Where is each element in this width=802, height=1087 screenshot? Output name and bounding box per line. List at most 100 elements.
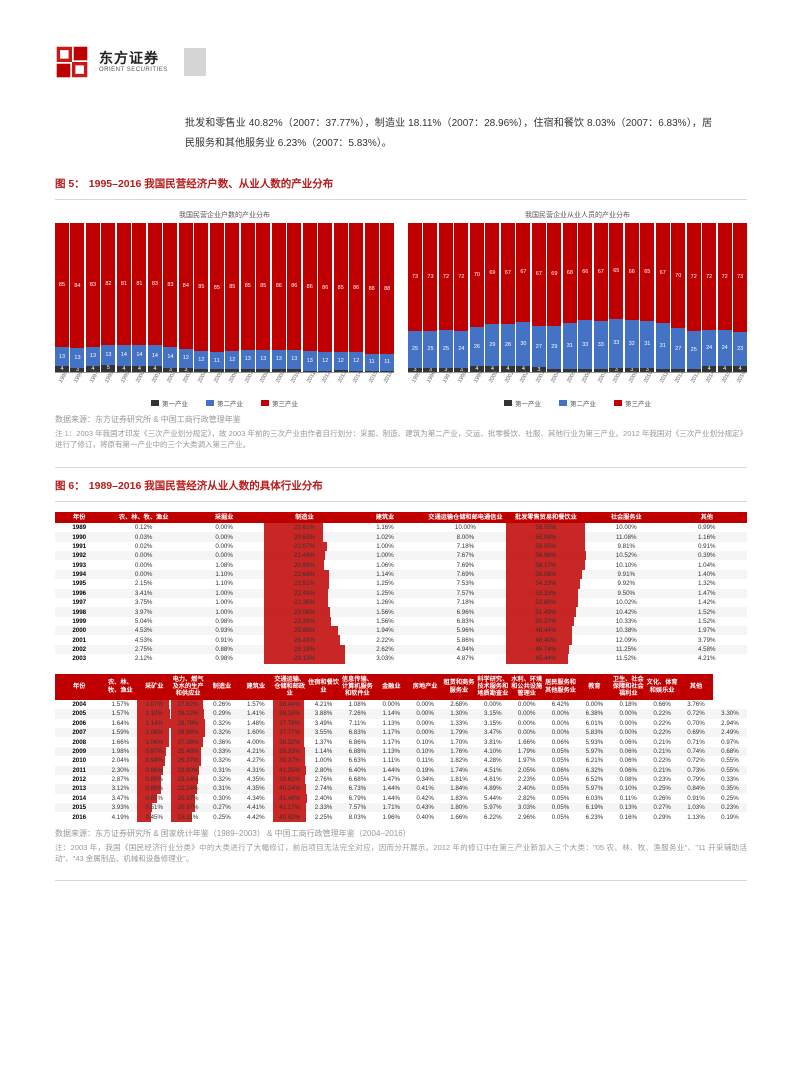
year-cell: 1992 bbox=[55, 551, 103, 560]
table-row: 19910.02%0.00%22.07%1.00%7.18%58.05%9.81… bbox=[55, 542, 747, 551]
value-cell: 1.33% bbox=[442, 719, 476, 728]
value-cell: 2.04% bbox=[103, 756, 137, 765]
value-cell: 0.23% bbox=[645, 775, 679, 784]
value-cell: 1.98% bbox=[103, 747, 137, 756]
value-cell: 0.84% bbox=[679, 784, 713, 793]
bar-column: 66323 bbox=[625, 223, 639, 372]
value-cell: 28.19% bbox=[264, 645, 344, 654]
value-cell: 1.00% bbox=[184, 598, 264, 607]
bar-column: 81144 bbox=[117, 223, 131, 372]
value-cell: 22.51% bbox=[264, 579, 344, 588]
value-cell: 5.97% bbox=[577, 784, 611, 793]
bar-column: 8512 bbox=[225, 223, 239, 372]
bar-column: 6633 bbox=[578, 223, 592, 372]
table-row: 20133.12%0.80%22.14%0.31%4.35%40.24%2.74… bbox=[55, 784, 747, 793]
value-cell: 0.51% bbox=[137, 803, 171, 812]
value-cell: 51.49% bbox=[506, 607, 586, 616]
col-header: 金融业 bbox=[374, 674, 408, 700]
value-cell: 6.32% bbox=[577, 766, 611, 775]
year-cell: 1989 bbox=[55, 523, 103, 532]
value-cell: 0.32% bbox=[205, 728, 239, 737]
legend-item: 第三产业 bbox=[261, 398, 298, 408]
year-cell: 1994 bbox=[55, 570, 103, 579]
value-cell: 0.22% bbox=[645, 756, 679, 765]
value-cell: 2.74% bbox=[307, 784, 341, 793]
value-cell: 0.06% bbox=[611, 737, 645, 746]
value-cell: 0.98% bbox=[184, 617, 264, 626]
value-cell: 2.82% bbox=[510, 794, 544, 803]
value-cell: 0.11% bbox=[408, 756, 442, 765]
value-cell: 0.27% bbox=[645, 803, 679, 812]
value-cell: 1.16% bbox=[667, 532, 748, 541]
value-cell: 8.03% bbox=[340, 812, 374, 821]
value-cell: 48.44% bbox=[506, 626, 586, 635]
value-cell: 10.00% bbox=[586, 523, 666, 532]
value-cell: 0.00% bbox=[103, 551, 183, 560]
bar-column: 83143 bbox=[163, 223, 177, 372]
value-cell: 2.25% bbox=[307, 812, 341, 821]
year-cell: 2016 bbox=[55, 812, 103, 821]
value-cell: 0.05% bbox=[544, 784, 578, 793]
value-cell: 0.00% bbox=[611, 719, 645, 728]
value-cell: 0.05% bbox=[544, 756, 578, 765]
year-cell: 2012 bbox=[55, 775, 103, 784]
bar-column: 6831 bbox=[563, 223, 577, 372]
year-cell: 1998 bbox=[55, 607, 103, 616]
value-cell: 3.76% bbox=[679, 700, 713, 709]
value-cell: 0.10% bbox=[611, 784, 645, 793]
table-row: 20143.47%0.67%20.37%0.30%4.34%41.48%2.40… bbox=[55, 794, 747, 803]
value-cell: 0.11% bbox=[611, 794, 645, 803]
value-cell: 3.30% bbox=[713, 709, 747, 718]
value-cell: 1.14% bbox=[307, 747, 341, 756]
col-header: 文化、体育和娱乐业 bbox=[645, 674, 679, 700]
value-cell: 0.10% bbox=[408, 747, 442, 756]
value-cell: 0.72% bbox=[679, 709, 713, 718]
value-cell: 0.40% bbox=[408, 812, 442, 821]
value-cell: 46.74% bbox=[506, 645, 586, 654]
value-cell: 1.79% bbox=[510, 747, 544, 756]
value-cell: 6.38% bbox=[577, 709, 611, 718]
value-cell: 6.19% bbox=[577, 803, 611, 812]
value-cell: 1.00% bbox=[345, 551, 425, 560]
value-cell: 4.21% bbox=[667, 654, 748, 663]
value-cell: 4.28% bbox=[476, 756, 510, 765]
value-cell: 0.05% bbox=[544, 803, 578, 812]
value-cell: 22.43% bbox=[264, 589, 344, 598]
col-header: 房地产业 bbox=[408, 674, 442, 700]
value-cell: 1.79% bbox=[442, 728, 476, 737]
col-header: 交通运输仓储和邮电通信业 bbox=[425, 512, 505, 523]
table-row: 20091.98%0.97%25.48%0.33%4.21%39.33%1.14… bbox=[55, 747, 747, 756]
value-cell: 9.50% bbox=[586, 589, 666, 598]
value-cell: 0.19% bbox=[408, 766, 442, 775]
table-row: 20004.53%0.93%25.85%1.94%5.96%48.44%10.3… bbox=[55, 626, 747, 635]
value-cell: 1.66% bbox=[510, 737, 544, 746]
value-cell: 0.21% bbox=[645, 766, 679, 775]
value-cell: 3.88% bbox=[307, 709, 341, 718]
value-cell: 0.74% bbox=[679, 747, 713, 756]
value-cell: 4.61% bbox=[476, 775, 510, 784]
value-cell: 2.22% bbox=[345, 635, 425, 644]
col-header: 其他 bbox=[679, 674, 713, 700]
value-cell: 0.32% bbox=[205, 719, 239, 728]
value-cell: 4.94% bbox=[425, 645, 505, 654]
value-cell: 1.06% bbox=[345, 560, 425, 569]
value-cell: 1.06% bbox=[137, 737, 171, 746]
value-cell: 6.22% bbox=[476, 812, 510, 821]
value-cell: 1.02% bbox=[345, 532, 425, 541]
value-cell: 2.15% bbox=[103, 579, 183, 588]
value-cell: 1.66% bbox=[103, 737, 137, 746]
bar-column: 8512 bbox=[334, 223, 348, 372]
value-cell: 26.43% bbox=[264, 635, 344, 644]
table-1-wrapper: 年份农、林、牧、渔业采掘业制造业建筑业交通运输仓储和邮电通信业批发零售贸易和餐饮… bbox=[55, 512, 747, 664]
value-cell: 4.21% bbox=[239, 747, 273, 756]
value-cell: 22.14% bbox=[171, 784, 205, 793]
value-cell: 4.87% bbox=[425, 654, 505, 663]
value-cell: 0.13% bbox=[611, 803, 645, 812]
col-header: 教育 bbox=[577, 674, 611, 700]
value-cell: 0.25% bbox=[205, 812, 239, 821]
value-cell: 1.52% bbox=[667, 607, 748, 616]
value-cell: 8.00% bbox=[425, 532, 505, 541]
value-cell: 0.91% bbox=[667, 542, 748, 551]
value-cell: 0.41% bbox=[408, 784, 442, 793]
value-cell: 9.91% bbox=[586, 570, 666, 579]
